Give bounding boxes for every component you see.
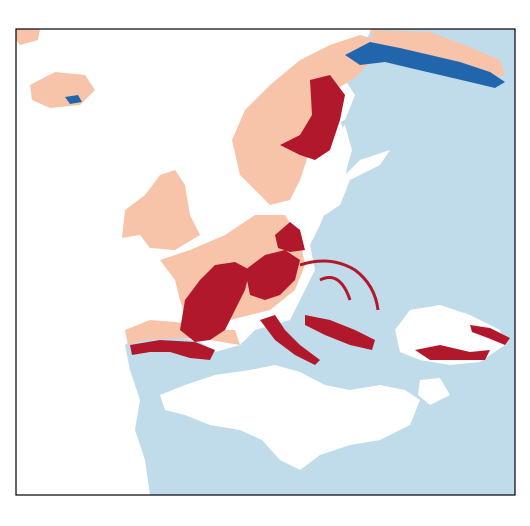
region-red-blacksea [415, 345, 490, 360]
region-red-turkey [470, 325, 510, 345]
region-red-france [180, 262, 250, 342]
map-body [16, 29, 515, 495]
sea-caspian-gap [418, 378, 450, 405]
region-red-poland [275, 222, 305, 252]
map-frame [15, 28, 516, 496]
sea-baltic [300, 125, 390, 215]
region-red-balkan [305, 315, 375, 350]
region-blue-north [345, 42, 505, 88]
region-blue-iceland [65, 95, 82, 104]
sea-mediterranean [160, 365, 420, 470]
region-peach-corner [16, 29, 40, 45]
region-peach-uk [122, 170, 200, 250]
region-peach-scandinavia [232, 35, 378, 205]
region-red-scand [280, 75, 345, 160]
region-red-central [245, 250, 300, 300]
region-red-east-lines [299, 259, 380, 311]
region-red-italy [260, 315, 320, 365]
region-red-iberia-coast [130, 340, 215, 360]
